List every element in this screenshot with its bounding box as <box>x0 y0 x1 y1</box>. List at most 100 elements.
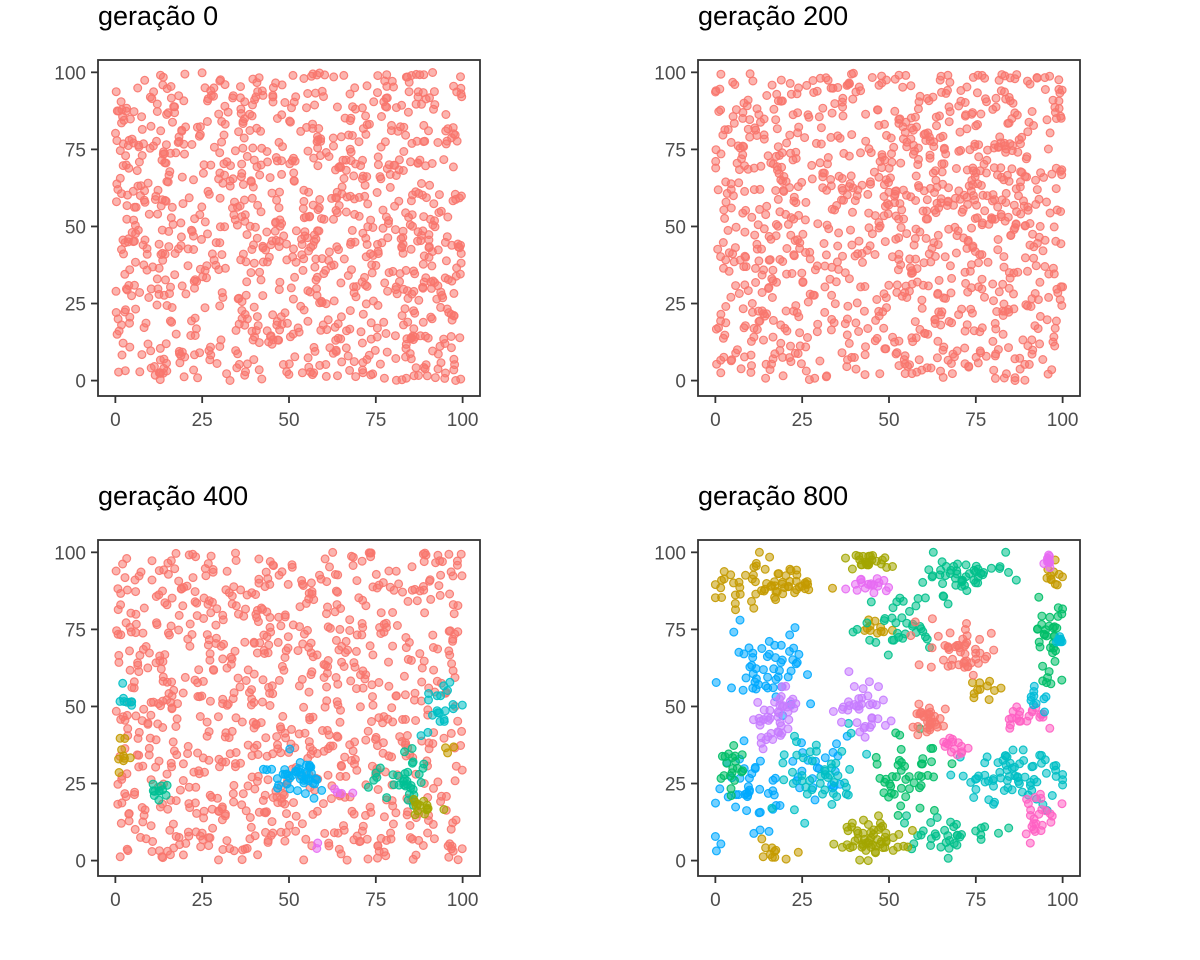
data-point <box>910 317 920 327</box>
data-point <box>911 196 921 206</box>
data-point <box>716 773 726 783</box>
data-point <box>323 770 333 780</box>
data-point <box>1035 221 1045 231</box>
data-point <box>209 91 219 101</box>
data-point <box>242 590 252 600</box>
data-point <box>433 550 443 560</box>
data-point <box>433 349 443 359</box>
data-point <box>112 179 122 189</box>
data-point <box>728 763 738 773</box>
data-point <box>391 354 401 364</box>
data-point <box>290 272 300 282</box>
data-point <box>275 722 285 732</box>
data-point <box>843 79 853 89</box>
data-point <box>318 799 328 809</box>
data-point <box>205 790 215 800</box>
data-point <box>867 72 877 82</box>
data-point <box>794 122 804 132</box>
data-point <box>324 152 334 162</box>
data-point <box>204 841 214 851</box>
data-point <box>946 817 956 827</box>
data-point <box>1045 723 1055 733</box>
data-point <box>220 119 230 129</box>
data-point <box>116 97 126 107</box>
data-point <box>884 582 894 592</box>
data-point <box>352 684 362 694</box>
data-point <box>966 223 976 233</box>
data-point <box>1030 321 1040 331</box>
data-point <box>336 132 346 142</box>
data-point <box>424 738 434 748</box>
data-point <box>421 273 431 283</box>
y-tick-label: 50 <box>65 217 86 238</box>
data-point <box>772 162 782 172</box>
data-point <box>135 288 145 298</box>
data-point <box>713 185 723 195</box>
data-point <box>788 778 798 788</box>
data-point <box>752 131 762 141</box>
data-point <box>256 275 266 285</box>
data-point <box>154 590 164 600</box>
data-point <box>872 628 882 638</box>
data-point <box>283 643 293 653</box>
panel-title: geração 800 <box>698 481 848 511</box>
data-point <box>392 289 402 299</box>
data-point <box>114 650 124 660</box>
data-point <box>1056 207 1066 217</box>
data-point <box>243 665 253 675</box>
data-point <box>294 681 304 691</box>
data-point <box>738 304 748 314</box>
data-point <box>436 691 446 701</box>
y-tick-label: 50 <box>665 217 686 238</box>
data-point <box>410 810 420 820</box>
data-point <box>158 657 168 667</box>
data-point <box>195 348 205 358</box>
data-point <box>866 597 876 607</box>
data-point <box>861 109 871 119</box>
data-point <box>410 695 420 705</box>
data-point <box>199 593 209 603</box>
data-point <box>984 695 994 705</box>
data-point <box>213 793 223 803</box>
data-point <box>389 780 399 790</box>
data-point <box>308 241 318 251</box>
data-point <box>358 309 368 319</box>
data-point <box>911 601 921 611</box>
data-point <box>755 756 765 766</box>
data-point <box>869 167 879 177</box>
data-point <box>183 261 193 271</box>
data-point <box>827 262 837 272</box>
data-point <box>1054 75 1064 85</box>
data-point <box>439 804 449 814</box>
data-point <box>403 596 413 606</box>
data-point <box>405 833 415 843</box>
data-point <box>312 806 322 816</box>
data-point <box>748 76 758 86</box>
data-point <box>728 578 738 588</box>
data-point <box>1023 127 1033 137</box>
data-point <box>803 297 813 307</box>
data-point <box>760 564 770 574</box>
data-point <box>360 191 370 201</box>
x-tick-label: 100 <box>447 410 479 431</box>
data-point <box>847 564 857 574</box>
data-point <box>986 628 996 638</box>
data-point <box>377 238 387 248</box>
data-point <box>851 364 861 374</box>
data-point <box>284 359 294 369</box>
data-point <box>838 111 848 121</box>
data-point <box>238 180 248 190</box>
data-point <box>125 665 135 675</box>
data-point <box>116 600 126 610</box>
data-point <box>874 120 884 130</box>
data-point <box>952 231 962 241</box>
data-point <box>145 733 155 743</box>
data-point <box>387 703 397 713</box>
data-point <box>295 622 305 632</box>
data-point <box>379 373 389 383</box>
points-layer <box>710 68 1068 386</box>
data-point <box>152 274 162 284</box>
data-point <box>300 789 310 799</box>
data-point <box>847 818 857 828</box>
data-point <box>887 635 897 645</box>
